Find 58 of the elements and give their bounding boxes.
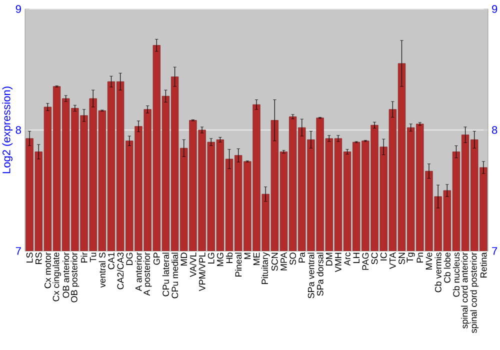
y2-tick-label: 9 (492, 5, 498, 13)
x-tick-label: PAG (362, 252, 369, 270)
y-tick-label: 7 (16, 247, 21, 255)
x-tick-label: Cx motor (44, 252, 51, 288)
x-tick-label: Arc (344, 252, 350, 266)
x-tick-label: Cb lobe (444, 252, 450, 283)
x-tick-label: LG (208, 252, 214, 264)
x-tick-label: CPu medial (171, 252, 178, 298)
x-tick-label: GP (153, 252, 160, 265)
x-tick-label: RS (35, 252, 42, 264)
x-tick-label: A posterior (143, 252, 152, 296)
x-tick-label: SPa dorsal (316, 252, 324, 296)
x-tick-label: LH (353, 252, 360, 263)
x-tick-label: Pn (416, 252, 424, 262)
x-tick-label: Retina (480, 252, 487, 278)
x-tick-label: Tu (90, 252, 96, 262)
x-tick-label: Pineal (235, 252, 242, 276)
x-tick-label: Pir (80, 252, 88, 262)
x-tick-label: spinal cord posterior (470, 252, 479, 333)
x-tick-label: OB posterior (70, 252, 80, 302)
y-tick-label: 9 (16, 5, 21, 13)
x-tick-label: M (244, 252, 251, 259)
x-tick-label: Cx cingulate (52, 252, 61, 302)
x-tick-label: CPu lateral (162, 252, 170, 296)
x-tick-label: DG (126, 252, 133, 265)
y-axis-title: Log2 (expression) (2, 86, 12, 174)
x-tick-label: MPA (280, 252, 287, 270)
x-tick-label: IC (380, 252, 387, 260)
x-tick-label: MD (180, 252, 187, 266)
x-tick-label: LS (26, 252, 33, 262)
x-tick-label: VMH (335, 252, 342, 272)
x-tick-label: SC (371, 252, 378, 264)
x-tick-label: Tg (406, 252, 415, 262)
x-tick-label: Pituitary (261, 252, 270, 284)
y-tick-label: 8 (16, 126, 21, 134)
x-tick-label: SO (290, 252, 296, 265)
x-tick-label: Cb nucleus (452, 252, 460, 297)
x-tick-label: VA/VL (190, 252, 196, 277)
y2-tick-label: 8 (492, 126, 498, 134)
x-tick-label: DM (326, 252, 332, 266)
x-tick-label: SN (398, 252, 405, 264)
x-tick-label: ME (253, 252, 260, 265)
x-tick-label: SPa ventral (308, 252, 314, 298)
x-tick-label: VTA (390, 252, 396, 269)
x-tick-label: SCN (271, 252, 278, 271)
x-tick-label: MG (217, 252, 224, 266)
x-tick-label: Cb vermis (434, 252, 442, 292)
x-tick-label: Pa (298, 252, 306, 262)
x-tick-label: A anterior (135, 252, 142, 292)
x-tick-label: MVe (426, 252, 432, 270)
x-tick-label: CA1 (108, 252, 114, 270)
x-tick-label: CA2/CA3 (117, 252, 124, 290)
x-tick-label: ventral S (98, 252, 106, 288)
x-tick-label: OB anterior (62, 252, 70, 298)
x-tick-label: VPM/VPL (198, 252, 206, 292)
y2-tick-label: 7 (492, 247, 498, 255)
x-tick-label: spinal cord anterior (461, 252, 470, 328)
x-tick-label: Hb (226, 252, 233, 263)
